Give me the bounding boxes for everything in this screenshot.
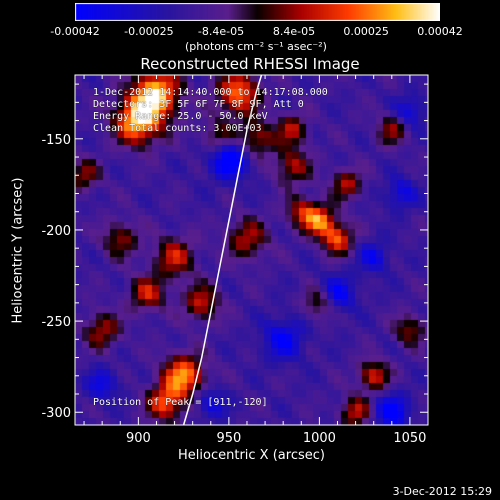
- annotation-clean: Clean Total counts: 3.00E+03: [93, 123, 262, 134]
- x-tick-label: 900: [126, 431, 151, 446]
- annotation-detectors: Detectors: 3F 5F 6F 7F 8F 9F, Att 0: [93, 99, 304, 110]
- y-tick-label: -250: [41, 315, 71, 330]
- colorbar-units: (photons cm⁻² s⁻¹ asec⁻²): [185, 40, 327, 53]
- y-tick-label: -300: [41, 406, 71, 421]
- colorbar-tick-label: -0.00042: [50, 25, 100, 38]
- x-axis-label: Heliocentric X (arcsec): [178, 448, 325, 463]
- colorbar-tick-label: 0.00025: [343, 25, 389, 38]
- chart-title: Reconstructed RHESSI Image: [140, 55, 360, 73]
- y-tick-label: -200: [41, 224, 71, 239]
- y-tick-label: -150: [41, 133, 71, 148]
- colorbar: [75, 3, 440, 21]
- annotation-time-range: 1-Dec-2012 14:14:40.000 to 14:17:08.000: [93, 87, 328, 98]
- annotation-peak: Position of Peak = [911,-120]: [93, 397, 268, 408]
- colorbar-tick-label: -0.00025: [124, 25, 174, 38]
- annotation-energy: Energy Range: 25.0 - 50.0 keV: [93, 111, 268, 122]
- colorbar-gradient: [75, 3, 440, 21]
- x-tick-label: 1000: [303, 431, 336, 446]
- colorbar-tick-label: 0.00042: [417, 25, 463, 38]
- colorbar-tick-label: 8.4e-05: [272, 25, 316, 38]
- x-tick-label: 950: [216, 431, 241, 446]
- footer-date: 3-Dec-2012 15:29: [392, 485, 492, 498]
- colorbar-tick-label: -8.4e-05: [197, 25, 245, 38]
- x-tick-label: 1050: [393, 431, 426, 446]
- plot-area: 1-Dec-2012 14:14:40.000 to 14:17:08.000 …: [75, 75, 428, 425]
- y-axis-label: Heliocentric Y (arcsec): [10, 177, 26, 324]
